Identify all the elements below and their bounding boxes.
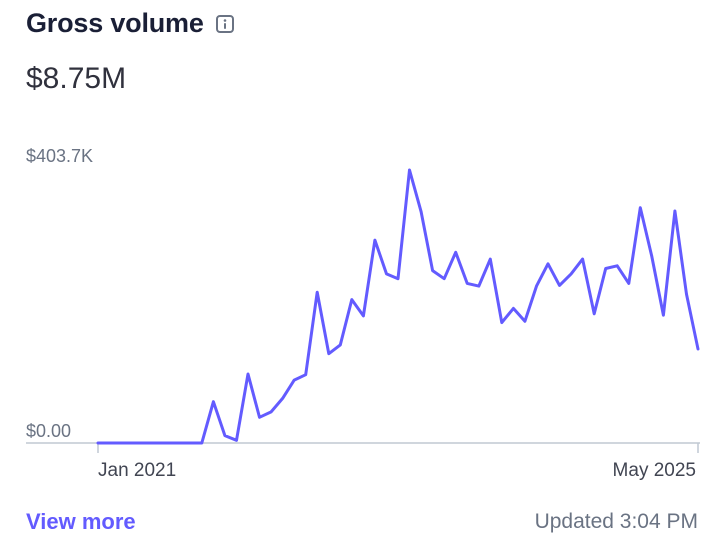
data-point: [569, 272, 573, 276]
data-point: [142, 441, 146, 445]
data-point: [246, 372, 250, 376]
data-point: [488, 257, 492, 261]
x-tick-end: May 2025: [612, 460, 696, 481]
data-point: [696, 347, 700, 351]
data-point: [131, 441, 135, 445]
data-point: [442, 277, 446, 281]
data-point: [604, 267, 608, 271]
data-point: [546, 262, 550, 266]
data-point: [408, 168, 412, 172]
data-point: [650, 254, 654, 258]
data-point: [361, 314, 365, 318]
data-point: [581, 257, 585, 261]
data-point: [304, 373, 308, 377]
data-point: [96, 441, 100, 445]
data-point: [292, 378, 296, 382]
data-point: [327, 352, 331, 356]
data-point: [200, 441, 204, 445]
data-point: [615, 264, 619, 268]
card-title: Gross volume: [26, 8, 204, 38]
data-point: [177, 441, 181, 445]
data-point: [108, 441, 112, 445]
y-tick-max: $403.7K: [26, 146, 94, 166]
data-point: [500, 321, 504, 325]
data-point: [661, 313, 665, 317]
data-point: [258, 415, 262, 419]
x-tick-start: Jan 2021: [98, 460, 177, 481]
data-point: [269, 410, 273, 414]
data-point: [373, 238, 377, 242]
data-point: [396, 277, 400, 281]
data-point: [511, 306, 515, 310]
card-header: Gross volume: [26, 8, 234, 39]
data-point: [627, 281, 631, 285]
data-point: [165, 441, 169, 445]
updated-timestamp: Updated 3:04 PM: [534, 510, 698, 533]
data-point: [477, 284, 481, 288]
data-point: [535, 284, 539, 288]
total-volume-value: $8.75M: [26, 62, 127, 95]
data-point: [431, 269, 435, 273]
data-point: [281, 396, 285, 400]
data-point: [673, 209, 677, 213]
series-line-gross-volume: [96, 168, 700, 445]
data-point: [638, 206, 642, 210]
data-point: [385, 272, 389, 276]
view-more-link[interactable]: View more: [26, 509, 136, 534]
data-point: [154, 441, 158, 445]
info-icon[interactable]: [215, 14, 234, 33]
data-point: [350, 298, 354, 302]
y-tick-min: $0.00: [26, 421, 72, 441]
data-point: [223, 434, 227, 438]
data-point: [211, 400, 215, 404]
data-point: [454, 250, 458, 254]
data-point: [419, 210, 423, 214]
data-point: [465, 281, 469, 285]
data-point: [558, 283, 562, 287]
data-point: [685, 292, 689, 296]
data-point: [338, 343, 342, 347]
data-point: [315, 290, 319, 294]
data-point: [235, 438, 239, 442]
data-point: [523, 319, 527, 323]
data-point: [592, 312, 596, 316]
data-point: [188, 441, 192, 445]
data-point: [119, 441, 123, 445]
